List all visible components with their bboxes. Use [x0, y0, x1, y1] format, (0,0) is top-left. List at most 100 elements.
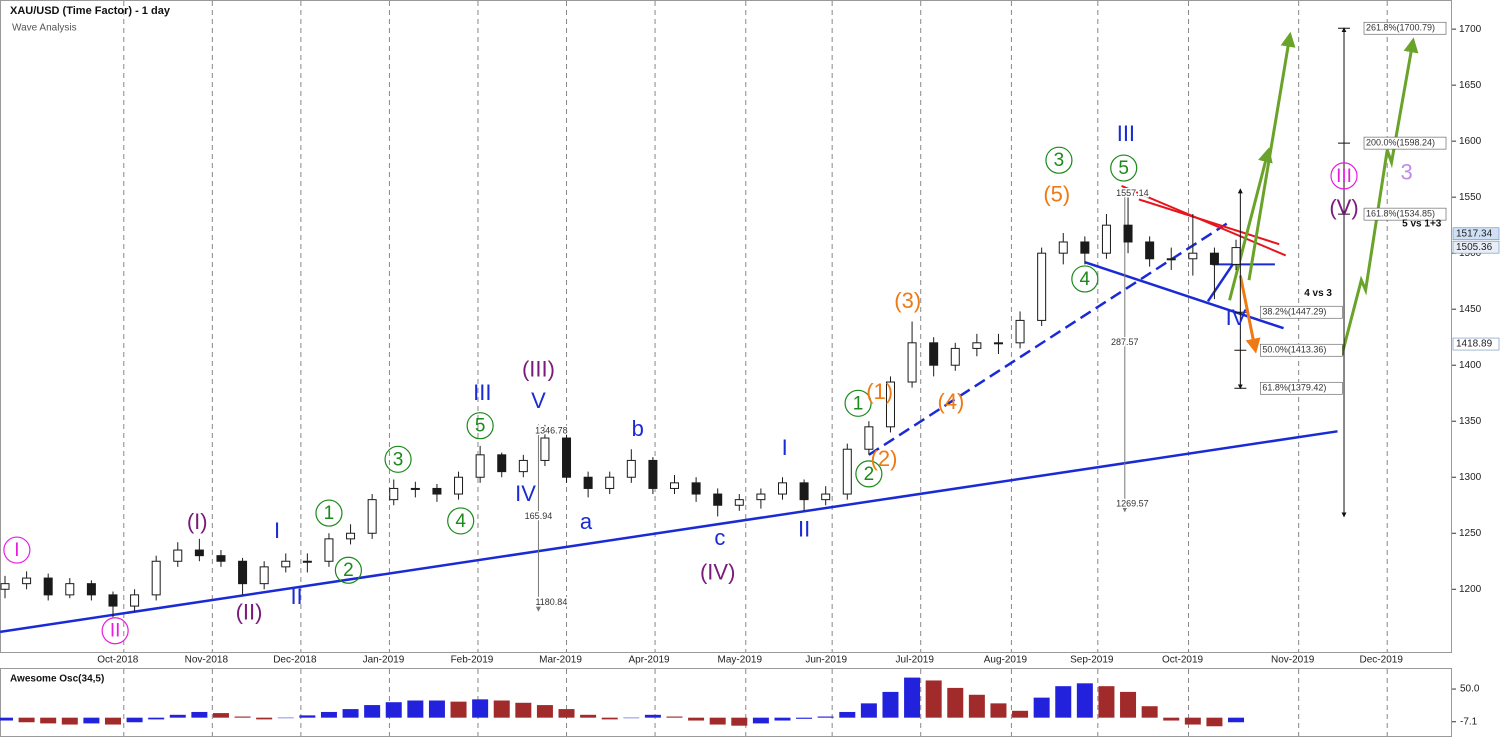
wave-circle	[3, 536, 31, 564]
wave-label: b	[632, 416, 644, 441]
candle-body	[907, 342, 917, 383]
wave-label: (V)	[1329, 195, 1358, 220]
candle-body	[281, 560, 291, 568]
y-tick-label: 1350	[1459, 416, 1482, 427]
candle-body	[1231, 247, 1241, 265]
wave-label: 2	[343, 560, 354, 581]
wave-circle	[1071, 265, 1099, 293]
candle-body	[864, 426, 874, 450]
candle-body	[65, 583, 75, 596]
candle-body	[1123, 224, 1133, 243]
candle-body	[626, 459, 636, 478]
wave-label: (I)	[187, 509, 208, 534]
price-tag	[1452, 240, 1500, 254]
candle-body	[454, 476, 464, 495]
wave-label: (2)	[871, 446, 898, 471]
candle-body	[238, 560, 248, 585]
note: 5 vs 1+3	[1402, 219, 1442, 230]
wave-label: (III)	[522, 357, 555, 382]
osc-bar	[299, 715, 316, 718]
price-tag-label: 1517.34	[1456, 228, 1493, 239]
x-tick-label: Feb-2019	[451, 655, 494, 666]
osc-bar	[1120, 691, 1137, 718]
osc-bar	[126, 717, 143, 723]
osc-bar	[18, 717, 35, 723]
trend-line	[1084, 260, 1284, 330]
wave-label: 1	[324, 503, 335, 524]
wave-circle	[101, 617, 129, 645]
price-tag-label: 1418.89	[1456, 339, 1493, 350]
candle-body	[993, 342, 1003, 345]
osc-tick-label: -7.1	[1460, 716, 1478, 727]
fib-label: 38.2%(1447.29)	[1262, 307, 1326, 317]
chart-subtitle: Wave Analysis	[12, 23, 77, 34]
osc-bar	[61, 717, 78, 725]
candle-body	[151, 560, 161, 596]
osc-bar	[493, 700, 510, 718]
osc-bar	[407, 700, 424, 718]
x-tick-label: Mar-2019	[539, 655, 582, 666]
osc-bar	[796, 717, 813, 719]
candle-body	[972, 342, 982, 349]
candle-body	[389, 487, 399, 501]
candle-body	[713, 493, 723, 506]
wave-circle	[855, 460, 883, 488]
y-tick-label: 1300	[1459, 472, 1482, 483]
candle-body	[648, 459, 658, 489]
x-tick-label: Jul-2019	[896, 655, 935, 666]
osc-bar	[364, 705, 381, 718]
x-tick-label: May-2019	[718, 655, 763, 666]
x-tick-label: Sep-2019	[1070, 655, 1114, 666]
osc-bar	[558, 709, 575, 718]
x-tick-label: Oct-2018	[97, 655, 139, 666]
x-tick-label: Oct-2019	[1162, 655, 1204, 666]
wave-circle	[447, 507, 475, 535]
wave-label: I	[14, 540, 19, 561]
candle-body	[173, 549, 183, 562]
price-tag-label: 1505.36	[1456, 242, 1493, 253]
osc-bar	[1228, 717, 1245, 723]
y-tick-label: 1200	[1459, 584, 1482, 595]
fib-label: 200.0%(1598.24)	[1366, 138, 1435, 148]
osc-bar	[1141, 706, 1158, 718]
wave-label: II	[798, 517, 810, 542]
x-tick-label: Nov-2018	[185, 655, 229, 666]
osc-bar	[644, 714, 661, 718]
candle-body	[1080, 241, 1090, 254]
osc-bar	[320, 711, 337, 718]
candle-body	[1058, 241, 1068, 254]
x-tick-label: Aug-2019	[984, 655, 1028, 666]
osc-bar	[450, 701, 467, 718]
osc-bar	[0, 717, 13, 721]
candle-body	[605, 476, 615, 489]
wave-label: (II)	[236, 600, 263, 625]
candle-body	[346, 532, 356, 540]
wave-circle	[1330, 162, 1358, 190]
wave-circle	[384, 445, 412, 473]
candle-body	[1015, 319, 1025, 344]
candle-body	[734, 499, 744, 506]
osc-bar	[666, 716, 683, 718]
fib-label-box	[1260, 343, 1343, 357]
candle-body	[540, 437, 550, 461]
wave-label: 3	[1054, 150, 1065, 171]
candle-body	[43, 577, 53, 596]
wave-label: 1	[853, 393, 864, 414]
measure-label: 1180.84	[535, 597, 567, 607]
wave-label: 4	[455, 511, 466, 532]
x-tick-label: Jun-2019	[805, 655, 847, 666]
wave-label: III	[473, 380, 491, 405]
measure-label: 1557.14	[1116, 188, 1149, 198]
y-tick-label: 1700	[1459, 24, 1482, 35]
candle-body	[86, 583, 96, 596]
wave-label: V	[531, 388, 546, 413]
candle-body	[324, 538, 334, 562]
osc-bar	[904, 677, 921, 718]
wave-label: 5	[1118, 158, 1129, 179]
candle-body	[432, 487, 442, 495]
note: 4 vs 3	[1304, 288, 1332, 299]
candle-body	[562, 437, 572, 478]
candle-body	[777, 482, 787, 495]
osc-bar	[277, 717, 294, 719]
